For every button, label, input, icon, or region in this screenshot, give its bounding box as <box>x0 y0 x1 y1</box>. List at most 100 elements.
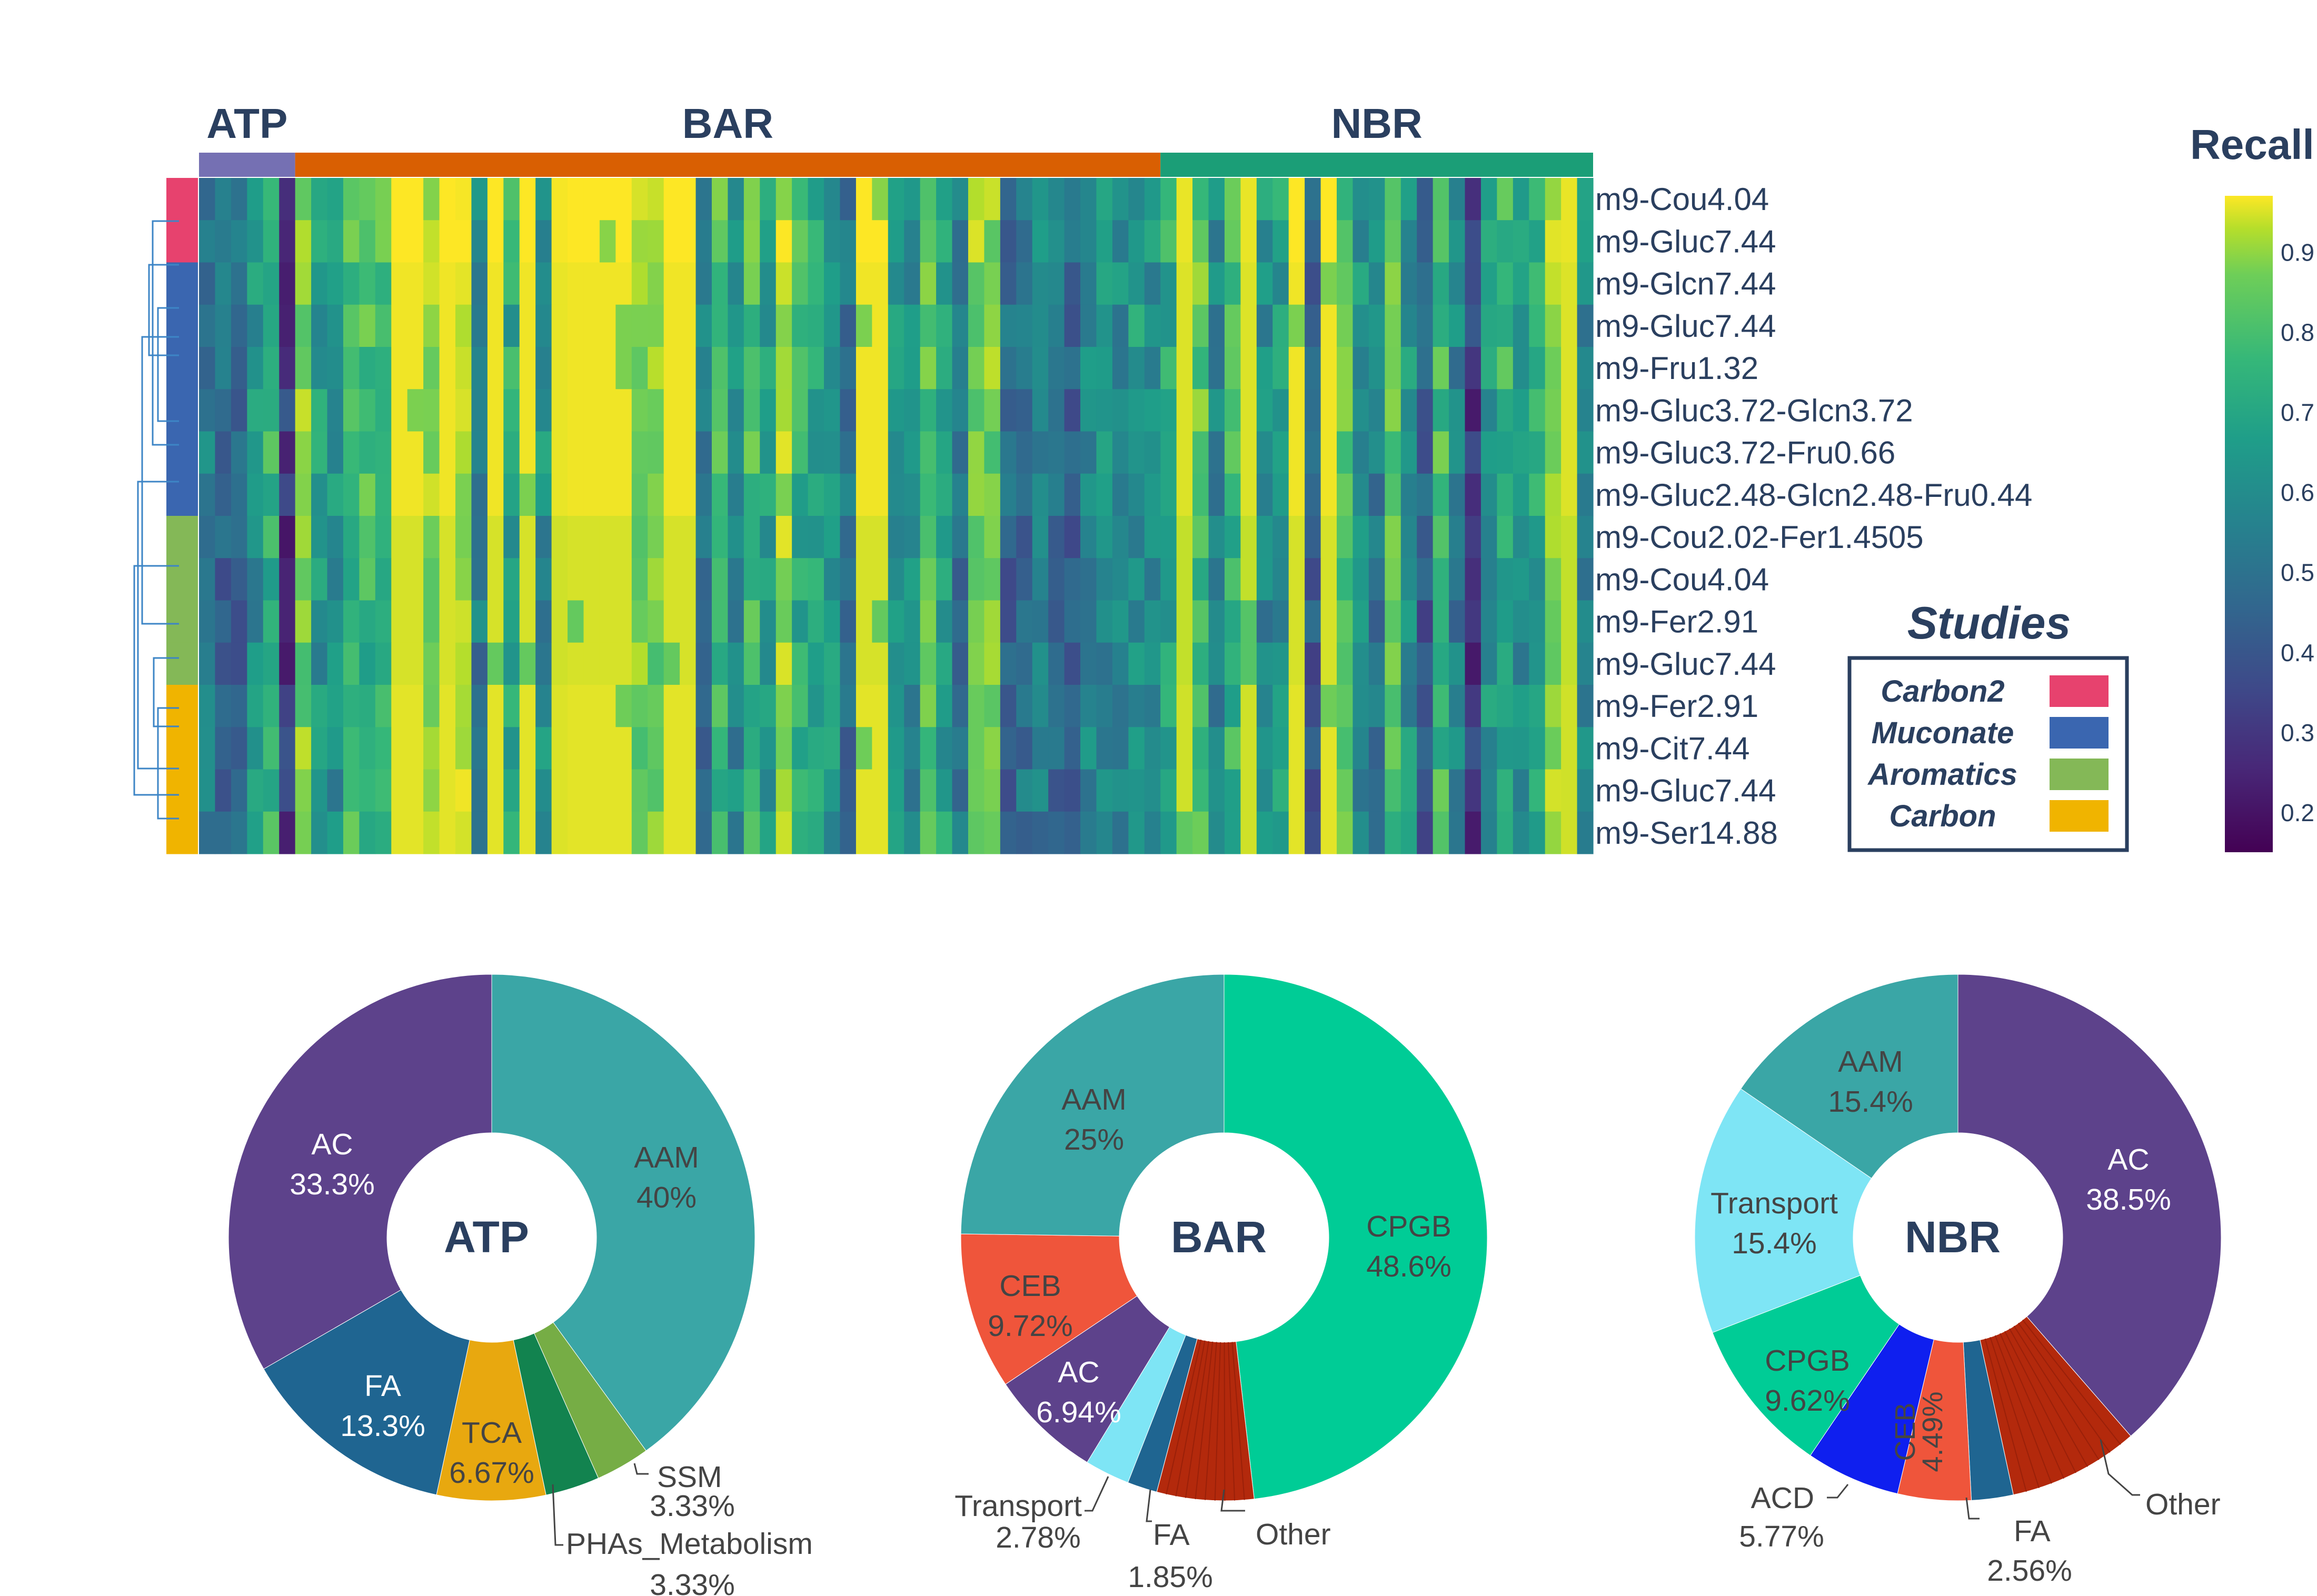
heatmap-cell <box>535 811 552 854</box>
heatmap-cell <box>1192 473 1209 516</box>
heatmap-cell <box>1128 516 1145 558</box>
heatmap-cell <box>519 389 536 432</box>
pie-slice-label: AAM <box>1838 1045 1903 1079</box>
heatmap-cell <box>1256 558 1273 601</box>
pie-leader-line <box>1146 1489 1152 1522</box>
heatmap-cell <box>1256 262 1273 305</box>
pie-leader-line <box>1965 1497 1980 1520</box>
heatmap-cell <box>551 727 568 770</box>
heatmap-cell <box>1048 473 1065 516</box>
heatmap-cell <box>680 220 697 263</box>
heatmap-cell <box>648 516 664 558</box>
heatmap-cell <box>936 178 953 221</box>
heatmap-cell <box>1224 769 1241 812</box>
heatmap-cell <box>1192 304 1209 347</box>
heatmap-cell <box>1480 642 1497 685</box>
heatmap-cell <box>231 811 247 854</box>
heatmap-cell <box>711 304 729 347</box>
heatmap-cell <box>1144 389 1161 432</box>
heatmap-cell <box>279 178 296 221</box>
heatmap-cell <box>231 220 247 263</box>
pie-slice-label: CPGB <box>1366 1210 1451 1243</box>
heatmap-cell <box>711 811 729 854</box>
heatmap-cell <box>968 431 985 474</box>
heatmap-cell <box>1400 685 1417 727</box>
heatmap-cell <box>1032 600 1049 643</box>
heatmap-cell <box>263 178 280 221</box>
heatmap-cell <box>872 389 889 432</box>
heatmap-cell <box>1016 178 1033 221</box>
heatmap-cell <box>631 178 648 221</box>
heatmap-cell <box>615 769 632 812</box>
heatmap-cell <box>551 685 568 727</box>
heatmap-cell <box>391 769 408 812</box>
heatmap-cell <box>359 178 376 221</box>
heatmap-cell <box>1417 262 1434 305</box>
heatmap-cell <box>1272 769 1289 812</box>
heatmap-cell <box>1080 178 1097 221</box>
other-slice-divider <box>1195 1341 1214 1500</box>
other-slice-divider <box>1166 1339 1202 1495</box>
heatmap-cell <box>984 811 1001 854</box>
heatmap-cell <box>856 600 872 643</box>
heatmap-cell <box>1320 685 1337 727</box>
heatmap-cell <box>503 389 520 432</box>
heatmap-cell <box>279 558 296 601</box>
heatmap-cell <box>535 642 552 685</box>
heatmap-cell <box>743 516 760 558</box>
row-label: m9-Fer2.91 <box>1595 689 1758 724</box>
heatmap-cell <box>1577 516 1594 558</box>
heatmap-cell <box>391 473 408 516</box>
pie-slice-label: FA <box>364 1369 401 1403</box>
heatmap-cell <box>1224 347 1241 390</box>
heatmap-cell <box>680 642 697 685</box>
heatmap-cell <box>1016 262 1033 305</box>
heatmap-cell <box>1305 558 1321 601</box>
heatmap-cell <box>1224 811 1241 854</box>
heatmap-cell <box>1160 304 1177 347</box>
heatmap-cell <box>680 431 697 474</box>
heatmap-cell <box>792 600 809 643</box>
heatmap-cell <box>856 431 872 474</box>
heatmap-cell <box>455 473 472 516</box>
heatmap-cell <box>1048 262 1065 305</box>
heatmap-cell <box>1400 389 1417 432</box>
heatmap-cell <box>535 600 552 643</box>
group-bar-bar <box>295 153 1161 177</box>
heatmap-cell <box>503 811 520 854</box>
heatmap-cell <box>263 304 280 347</box>
heatmap-cell <box>199 558 216 601</box>
heatmap-cell <box>743 304 760 347</box>
heatmap-cell <box>1320 431 1337 474</box>
heatmap-cell <box>872 558 889 601</box>
heatmap-row-labels: m9-Cou4.04m9-Gluc7.44m9-Glcn7.44m9-Gluc7… <box>1595 182 2032 851</box>
heatmap-cell <box>1320 347 1337 390</box>
heatmap-cell <box>1497 516 1514 558</box>
heatmap-cell <box>1144 769 1161 812</box>
heatmap-cell <box>1561 304 1578 347</box>
heatmap-cell <box>519 811 536 854</box>
heatmap-cell <box>359 769 376 812</box>
heatmap-cell <box>1000 558 1017 601</box>
heatmap-cell <box>1144 178 1161 221</box>
heatmap-cell <box>1417 431 1434 474</box>
heatmap-cell <box>695 727 712 770</box>
heatmap-cell <box>231 347 247 390</box>
heatmap-cell <box>1240 347 1257 390</box>
heatmap-cell <box>1000 516 1017 558</box>
heatmap-cell <box>1497 347 1514 390</box>
heatmap-cell <box>199 769 216 812</box>
heatmap-cell <box>920 347 937 390</box>
heatmap-cell <box>920 685 937 727</box>
heatmap-cell <box>599 389 616 432</box>
heatmap-cell <box>1417 347 1434 390</box>
heatmap-cell <box>279 473 296 516</box>
row-label: m9-Gluc7.44 <box>1595 646 1776 682</box>
heatmap-cell <box>952 516 969 558</box>
studies-legend-swatch <box>2050 800 2109 832</box>
heatmap-cell <box>1529 178 1546 221</box>
heatmap-cell <box>1160 262 1177 305</box>
heatmap-cell <box>760 811 777 854</box>
heatmap-cell <box>1256 431 1273 474</box>
heatmap-cell <box>1337 516 1354 558</box>
